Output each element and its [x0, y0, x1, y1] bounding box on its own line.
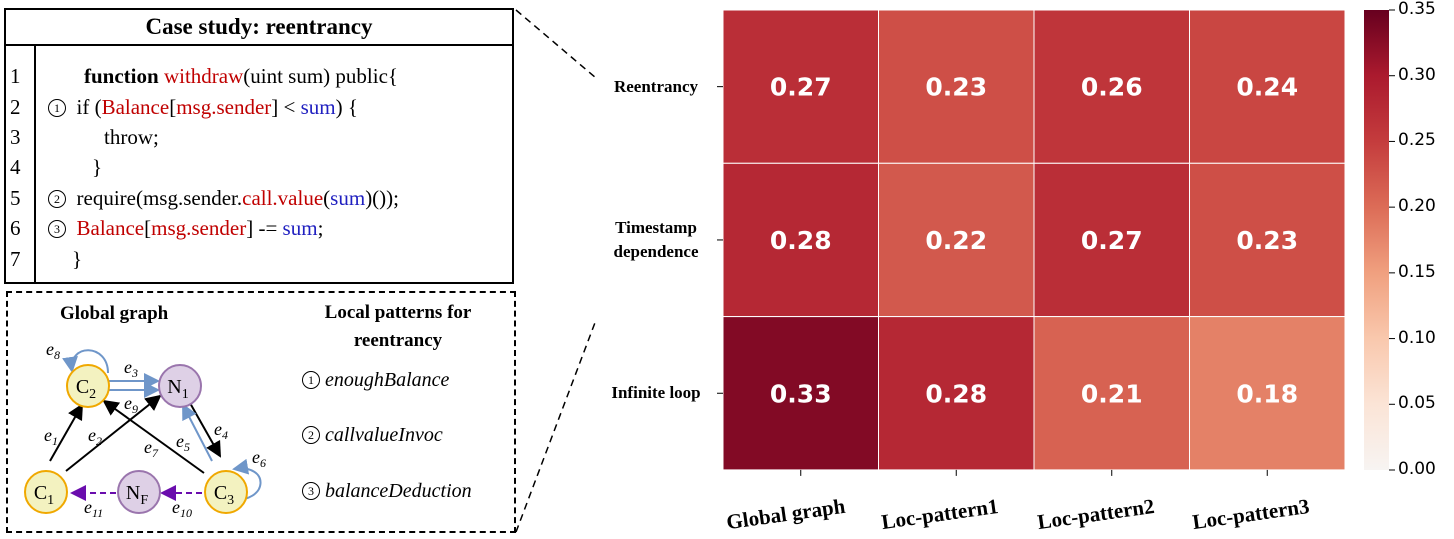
graph-panel: Global graph Local patterns for reentranc…: [6, 291, 516, 533]
heatmap-cell: [1189, 9, 1346, 164]
code-line-3: throw;: [104, 125, 159, 149]
colorbar-tick-label: 0.05: [1398, 393, 1436, 414]
global-graph: C2 N1 C1 NF C3 e1 e2 e3 e4 e5 e6 e7 e8 e…: [24, 339, 266, 520]
pattern-number: 3: [302, 482, 320, 500]
heatmap-cell: [878, 9, 1035, 164]
line-number: 2: [10, 95, 21, 119]
cell-value-label: 0.33: [770, 379, 832, 408]
local-title-line: reentrancy: [353, 330, 443, 351]
colorbar-tick-label: 0.30: [1398, 64, 1436, 85]
cell-value-label: 0.28: [925, 379, 987, 408]
local-title-line: Local patterns for: [324, 302, 472, 323]
pattern-name: callvalueInvoc: [325, 424, 443, 446]
node-nf: [117, 470, 161, 514]
cell-value-label: 0.21: [1081, 379, 1143, 408]
colorbar: [1364, 10, 1389, 470]
cell-value-label: 0.26: [1081, 73, 1143, 102]
row-label-line: Infinite loop: [611, 383, 701, 403]
cell-value-label: 0.23: [1236, 226, 1298, 255]
global-graph-title: Global graph: [60, 303, 169, 324]
marker-2: 2: [48, 190, 66, 208]
code-panel-title: Case study: reentrancy: [6, 10, 512, 46]
node-label-c2: C2: [76, 376, 96, 402]
node-n1: [158, 364, 202, 408]
node-label-c3: C3: [214, 482, 234, 508]
edge-e5: [182, 403, 213, 462]
cell-value-label: 0.23: [925, 73, 987, 102]
code-line-5: 2 require(msg.sender.call.value(sum)());: [48, 186, 399, 211]
pattern-2: 2 callvalueInvoc: [302, 424, 443, 447]
code-panel: Case study: reentrancy 1 2 3 4 5 6 7 fun…: [4, 8, 514, 284]
heatmap-cell: [1189, 162, 1346, 318]
pattern-name: balanceDeduction: [325, 480, 472, 502]
colorbar-tick-label: 0.20: [1398, 196, 1436, 217]
cell-value-label: 0.28: [770, 226, 832, 255]
edge-e2: [65, 394, 162, 472]
node-c3: [204, 470, 248, 514]
cell-value-label: 0.18: [1236, 379, 1298, 408]
cell-value-label: 0.22: [925, 226, 987, 255]
pattern-3: 3 balanceDeduction: [302, 480, 472, 503]
line-number: 6: [10, 216, 21, 240]
colorbar-tick-label: 0.35: [1398, 0, 1436, 19]
cell-value-label: 0.27: [1081, 226, 1143, 255]
colorbar-tick-label: 0.10: [1398, 327, 1436, 348]
colorbar-tick-label: 0.25: [1398, 130, 1436, 151]
heatmap-cell: [1033, 9, 1190, 164]
row-label-line: Timestamp: [615, 217, 697, 237]
pattern-1: 1 enoughBalance: [302, 369, 449, 392]
colorbar-tick-label: 0.00: [1398, 459, 1436, 479]
marker-3: 3: [48, 220, 66, 238]
heatmap-cell: [722, 9, 879, 164]
node-c1: [24, 470, 68, 514]
cell-value-label: 0.24: [1236, 73, 1298, 102]
code-line-7: }: [72, 247, 83, 271]
marker-1: 1: [48, 99, 66, 117]
node-label-n1: N1: [167, 376, 188, 402]
cell-value-label: 0.27: [770, 73, 832, 102]
code-line-1: function withdraw(uint sum) public{: [84, 64, 398, 88]
line-number: 4: [10, 155, 21, 179]
line-number: 7: [10, 247, 21, 271]
node-label-nf: NF: [126, 482, 148, 508]
line-number: 3: [10, 125, 21, 149]
node-c2: [66, 364, 110, 408]
pattern-name: enoughBalance: [325, 369, 450, 391]
heatmap-cell: [1033, 162, 1190, 318]
local-patterns-title: Local patterns for reentrancy: [298, 299, 498, 355]
colorbar-tick-label: 0.15: [1398, 261, 1436, 282]
node-label-c1: C1: [34, 482, 54, 508]
edge-e7: [102, 399, 205, 474]
row-label-line: dependence: [613, 241, 699, 261]
pattern-number: 2: [302, 426, 320, 444]
line-number: 5: [10, 186, 21, 210]
edge-e1: [49, 403, 83, 462]
code-line-6: 3 Balance[msg.sender] -= sum;: [48, 216, 323, 241]
code-line-4: }: [92, 155, 103, 179]
code-line-2: 1 if (Balance[msg.sender] < sum) {: [48, 95, 358, 120]
row-label-line: Reentrancy: [613, 76, 699, 96]
row-label: Infinite loop: [596, 381, 716, 405]
edge-e8: [62, 349, 109, 374]
line-number-gutter: 1 2 3 4 5 6 7: [6, 46, 36, 282]
heatmap-cell: [722, 162, 879, 318]
row-label: Reentrancy: [596, 75, 716, 99]
heatmap-cell: [1033, 316, 1190, 471]
pattern-number: 1: [302, 371, 320, 389]
row-label: Timestamp dependence: [596, 216, 716, 264]
line-number: 1: [10, 64, 21, 88]
